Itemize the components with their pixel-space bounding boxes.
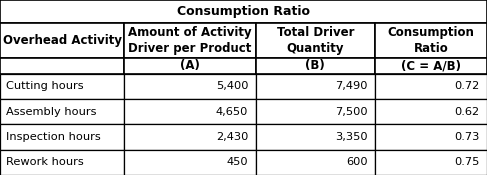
Bar [375,23,487,58]
Text: Assembly hours: Assembly hours [6,107,97,117]
Text: (B): (B) [305,59,325,72]
Text: 0.62: 0.62 [454,107,480,117]
Bar [375,124,487,150]
Bar [256,124,375,150]
Text: Rework hours: Rework hours [6,157,84,167]
Text: (C = A/B): (C = A/B) [401,59,461,72]
Bar [0,23,124,58]
Bar [124,124,256,150]
Bar [0,150,124,175]
Text: (A): (A) [180,59,200,72]
Bar [375,150,487,175]
Bar [0,58,124,74]
Text: 0.73: 0.73 [454,132,480,142]
Text: 5,400: 5,400 [216,81,248,91]
Bar [256,58,375,74]
Text: 600: 600 [346,157,368,167]
Text: Total Driver
Quantity: Total Driver Quantity [277,26,354,55]
Text: 2,430: 2,430 [216,132,248,142]
Bar [0,74,124,99]
Text: 7,490: 7,490 [335,81,368,91]
Text: 450: 450 [227,157,248,167]
Text: 0.72: 0.72 [454,81,480,91]
Bar [124,99,256,124]
Bar [124,74,256,99]
Text: Consumption Ratio: Consumption Ratio [177,5,310,18]
Text: 7,500: 7,500 [335,107,368,117]
Text: Cutting hours: Cutting hours [6,81,84,91]
Bar [124,58,256,74]
Text: Inspection hours: Inspection hours [6,132,101,142]
Text: Consumption
Ratio: Consumption Ratio [388,26,474,55]
Bar [0,99,124,124]
Bar [375,99,487,124]
Bar [375,58,487,74]
Bar [256,23,375,58]
Text: 4,650: 4,650 [216,107,248,117]
Bar [375,74,487,99]
Text: Overhead Activity: Overhead Activity [2,34,122,47]
Bar [256,150,375,175]
Bar [124,23,256,58]
Bar [256,99,375,124]
Text: 0.75: 0.75 [454,157,480,167]
Text: 3,350: 3,350 [335,132,368,142]
Bar [256,74,375,99]
Bar [124,150,256,175]
Bar [0,124,124,150]
Bar [0,0,487,23]
Text: Amount of Activity
Driver per Product: Amount of Activity Driver per Product [128,26,252,55]
